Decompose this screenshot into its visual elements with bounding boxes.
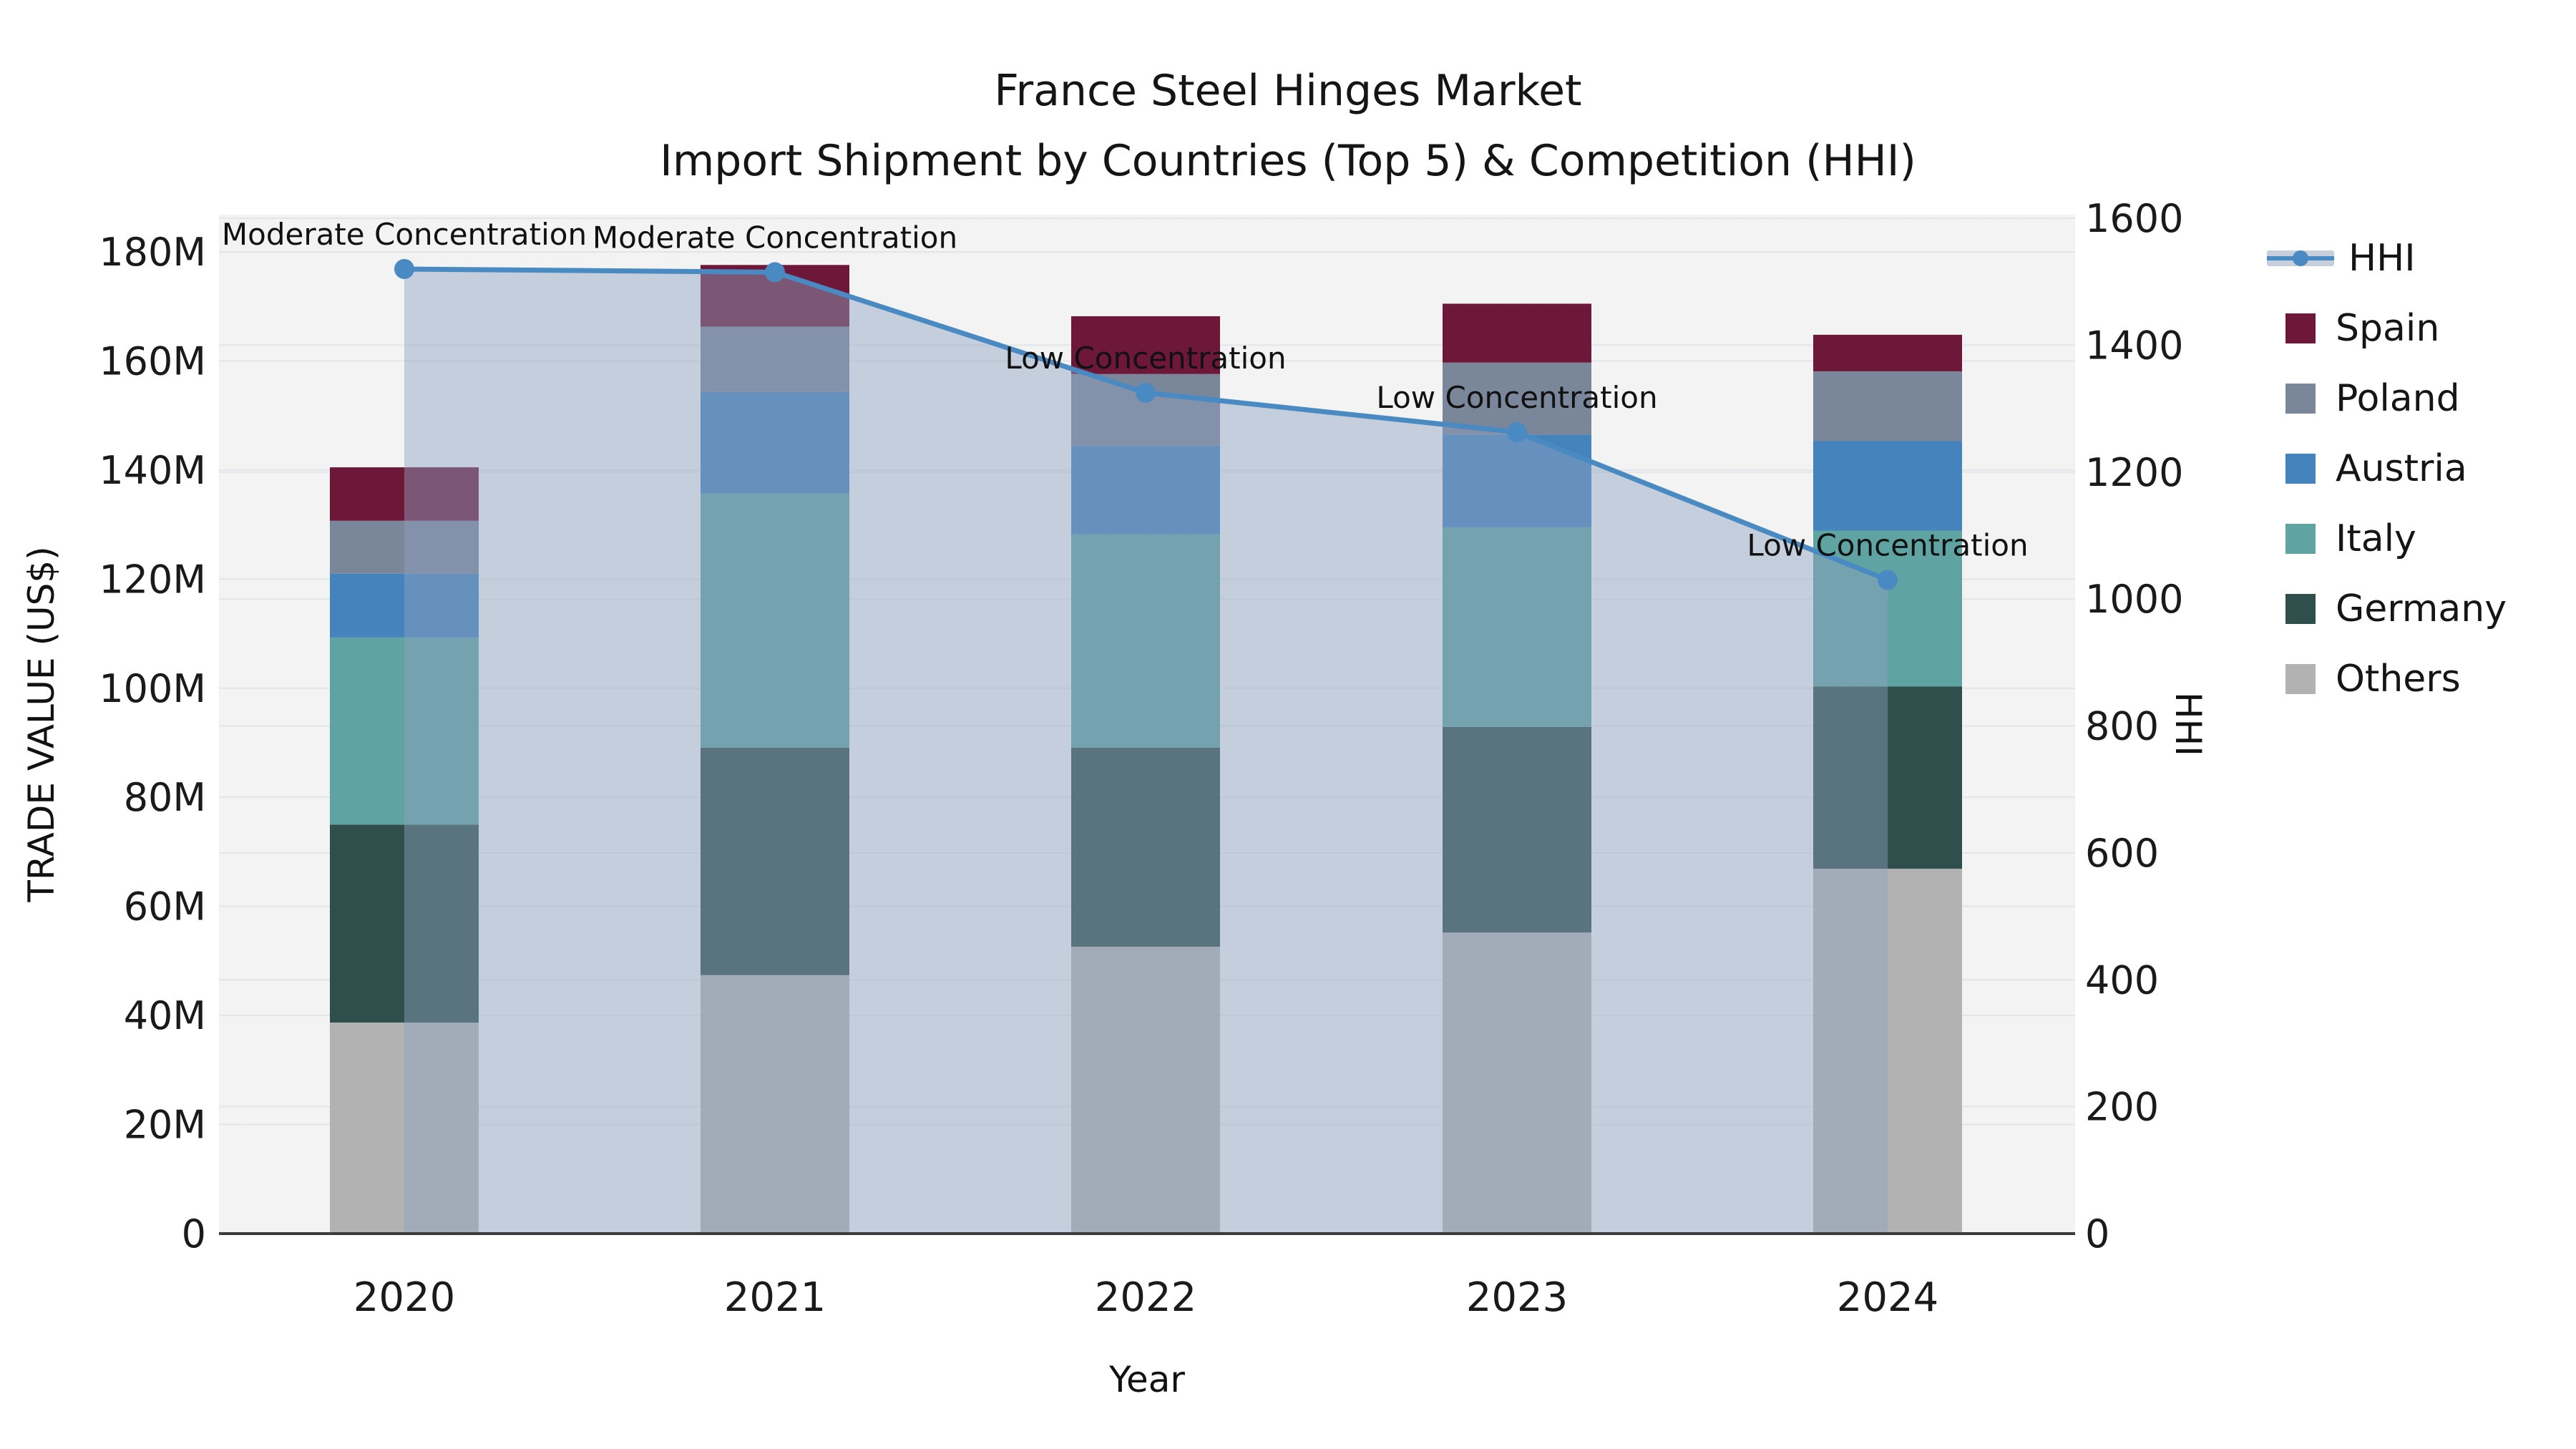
y-axis-right-tick-label: 1200 (2085, 450, 2183, 495)
legend-label-others: Others (2336, 658, 2461, 701)
y-axis-right-tick-label: 600 (2085, 831, 2159, 876)
bar-segment-poland-2024 (1813, 371, 1962, 441)
chart-subtitle: Import Shipment by Countries (Top 5) & C… (660, 136, 1916, 186)
legend-label-poland: Poland (2336, 377, 2460, 420)
x-axis-tick-label-2023: 2023 (1466, 1274, 1568, 1321)
legend-label-spain: Spain (2336, 307, 2440, 350)
legend-swatch-poland (2285, 384, 2316, 414)
bar-segment-others-2022 (1071, 947, 1220, 1234)
legend-label-hhi: HHI (2348, 237, 2416, 280)
bar-segment-poland-2021 (701, 326, 849, 392)
x-axis-tick-label-2024: 2024 (1837, 1274, 1939, 1321)
legend-swatch-others (2285, 664, 2316, 694)
y-axis-right-tick-label: 1600 (2085, 196, 2183, 241)
y-axis-right-tick-label: 400 (2085, 957, 2159, 1002)
legend-hhi-line-icon (2267, 250, 2334, 266)
bar-segment-germany-2021 (701, 747, 849, 975)
bar-segment-italy-2024 (1813, 530, 1962, 687)
hhi-marker-2020 (394, 258, 414, 279)
y-axis-right-tick-label: 800 (2085, 704, 2159, 749)
legend-label-germany: Germany (2336, 587, 2507, 630)
chart-title-block: France Steel Hinges Market Import Shipme… (0, 66, 2576, 186)
hhi-annotation-2023: Low Concentration (1376, 380, 1657, 415)
bar-segment-germany-2024 (1813, 686, 1962, 869)
y-axis-left-tick-label: 140M (99, 448, 206, 493)
bar-segment-spain-2024 (1813, 334, 1962, 371)
y-axis-left-tick-label: 0 (182, 1211, 206, 1257)
bar-segment-others-2024 (1813, 869, 1962, 1234)
hhi-annotation-2024: Low Concentration (1747, 528, 2028, 563)
y-axis-left-tick-label: 20M (124, 1103, 206, 1148)
legend-entry-others: Others (2267, 644, 2507, 714)
bar-segment-germany-2023 (1443, 726, 1591, 933)
bar-segment-italy-2023 (1443, 527, 1591, 727)
bar-segment-germany-2020 (330, 824, 479, 1023)
legend-label-austria: Austria (2336, 447, 2467, 490)
bar-segment-austria-2021 (701, 391, 849, 494)
legend-entry-germany: Germany (2267, 574, 2507, 644)
hhi-marker-2021 (765, 262, 785, 283)
hhi-annotation-2021: Moderate Concentration (592, 220, 957, 255)
chart-title: France Steel Hinges Market (994, 66, 1582, 116)
x-axis-tick-label-2021: 2021 (724, 1274, 826, 1321)
x-axis-tick-label-2022: 2022 (1095, 1274, 1197, 1321)
y-axis-left-tick-label: 80M (124, 775, 206, 820)
bar-segment-spain-2022 (1071, 316, 1220, 374)
chart-legend: HHI Spain Poland Austria Italy Germany Others (2267, 223, 2507, 714)
bar-segment-others-2021 (701, 975, 849, 1234)
legend-entry-spain: Spain (2267, 293, 2507, 364)
legend-swatch-germany (2285, 594, 2316, 624)
legend-swatch-austria (2285, 454, 2316, 484)
hhi-marker-2024 (1878, 570, 1898, 590)
legend-entry-austria: Austria (2267, 434, 2507, 504)
hhi-marker-2023 (1507, 421, 1527, 442)
hhi-marker-2022 (1136, 382, 1156, 403)
hhi-annotation-2020: Moderate Concentration (222, 217, 587, 252)
bar-segment-germany-2022 (1071, 747, 1220, 947)
bar-segment-italy-2020 (330, 637, 479, 825)
y-axis-left-tick-label: 60M (124, 884, 206, 930)
legend-entry-poland: Poland (2267, 364, 2507, 434)
y-axis-left-tick-label: 160M (99, 338, 206, 384)
bar-segment-others-2023 (1443, 932, 1591, 1234)
legend-swatch-italy (2285, 524, 2316, 554)
bar-segment-poland-2020 (330, 520, 479, 574)
bar-segment-italy-2021 (701, 493, 849, 748)
y-axis-right-tick-label: 1000 (2085, 577, 2183, 622)
bar-segment-spain-2023 (1443, 303, 1591, 363)
y-axis-left-tick-label: 120M (99, 557, 206, 602)
bar-segment-spain-2020 (330, 467, 479, 521)
y-axis-left-tick-label: 40M (124, 993, 206, 1038)
hhi-area-fill (404, 269, 1888, 1234)
y-axis-left-tick-label: 180M (99, 230, 206, 275)
y-axis-left-tick-label: 100M (99, 666, 206, 711)
x-axis-tick-label-2020: 2020 (353, 1274, 456, 1321)
y-axis-right-tick-label: 1400 (2085, 323, 2183, 368)
legend-label-italy: Italy (2336, 517, 2416, 560)
x-axis-title: Year (1109, 1359, 1185, 1400)
bar-segment-austria-2020 (330, 573, 479, 638)
bar-segment-austria-2024 (1813, 441, 1962, 531)
legend-entry-italy: Italy (2267, 504, 2507, 574)
legend-entry-hhi: HHI (2267, 223, 2507, 293)
bar-segment-austria-2022 (1071, 446, 1220, 535)
y-axis-right-tick-label: 0 (2085, 1211, 2109, 1257)
legend-swatch-spain (2285, 313, 2316, 343)
bar-segment-others-2020 (330, 1023, 479, 1234)
y-axis-right-tick-label: 200 (2085, 1085, 2159, 1130)
hhi-annotation-2022: Low Concentration (1005, 341, 1286, 376)
legend-hhi-line-marker (2293, 250, 2308, 266)
bar-segment-italy-2022 (1071, 534, 1220, 748)
